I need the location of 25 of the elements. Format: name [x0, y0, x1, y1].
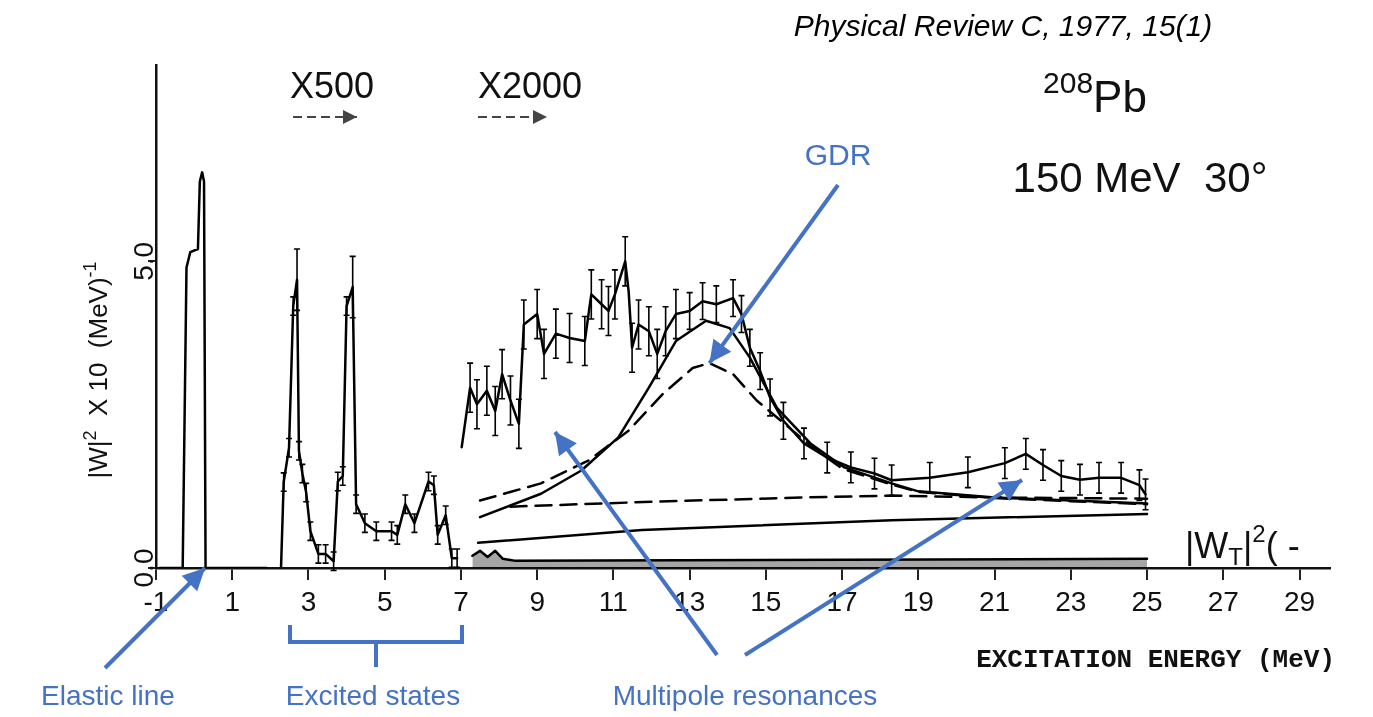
x-tick-label: 25	[1131, 585, 1163, 617]
x-tick-label: 15	[750, 585, 782, 617]
y-axis-title: |W|2 X 10 (MeV)-1	[79, 261, 114, 479]
text: Elastic line	[41, 679, 175, 711]
text: Multipole resonances	[612, 679, 878, 711]
y-tick-label: 5.0	[127, 241, 159, 281]
x-tick-label: 21	[978, 585, 1011, 617]
x-tick-label: 27	[1207, 585, 1239, 617]
x-tick-label: 23	[1055, 585, 1087, 617]
x-tick-label: 5	[376, 585, 393, 617]
text: Physical Review C, 1977, 15(1)	[793, 9, 1213, 43]
y-tick-label: 0.0	[127, 548, 159, 588]
annotation: X500	[289, 64, 375, 106]
x-tick-label: 11	[598, 585, 628, 617]
x-axis-title: EXCITATION ENERGY (MeV)	[976, 644, 1335, 675]
x-tick-label: 29	[1283, 585, 1316, 617]
x-tick-label: 1	[224, 585, 241, 617]
text: Excited states	[285, 679, 461, 711]
text: 150 MeV 30°	[1012, 153, 1268, 201]
x-tick-label: 9	[529, 585, 545, 617]
x-tick-label: 7	[453, 585, 469, 617]
x-tick-label: 3	[300, 585, 317, 617]
x-tick-label: 19	[902, 585, 934, 617]
annotation: GDR	[804, 138, 872, 172]
annotation: X2000	[477, 64, 583, 106]
